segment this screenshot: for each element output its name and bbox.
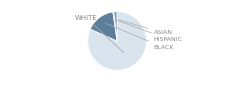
Wedge shape: [88, 12, 146, 70]
Wedge shape: [114, 12, 117, 41]
Text: BLACK: BLACK: [106, 23, 174, 50]
Wedge shape: [90, 12, 117, 41]
Text: WHITE: WHITE: [75, 15, 124, 53]
Text: HISPANIC: HISPANIC: [117, 20, 183, 42]
Wedge shape: [113, 12, 117, 41]
Text: ASIAN: ASIAN: [119, 20, 173, 35]
